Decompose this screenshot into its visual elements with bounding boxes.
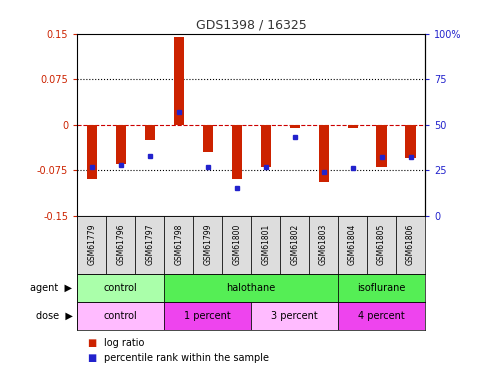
Bar [367,216,396,274]
Bar [290,124,300,128]
Text: GSM61796: GSM61796 [116,224,125,266]
Text: log ratio: log ratio [104,338,144,348]
Bar [222,216,251,274]
Bar [77,216,106,274]
Text: ■: ■ [87,338,96,348]
Text: ■: ■ [87,353,96,363]
Text: GSM61802: GSM61802 [290,224,299,266]
Bar [338,302,425,330]
Text: agent  ▶: agent ▶ [30,283,72,293]
Bar [164,302,251,330]
Bar [396,216,425,274]
Text: 1 percent: 1 percent [185,311,231,321]
Bar [406,124,416,158]
Text: isoflurane: isoflurane [357,283,406,293]
Bar [145,124,155,140]
Bar [193,216,222,274]
Text: 3 percent: 3 percent [271,311,318,321]
Bar [280,216,309,274]
Bar [251,302,338,330]
Bar [77,302,164,330]
Text: GSM61799: GSM61799 [203,224,212,266]
Text: GSM61803: GSM61803 [319,224,328,266]
Bar [348,124,357,128]
Text: GSM61800: GSM61800 [232,224,241,266]
Bar [261,124,271,167]
Text: GSM61797: GSM61797 [145,224,154,266]
Text: halothane: halothane [227,283,276,293]
Bar [106,216,135,274]
Bar [87,124,97,179]
Text: GSM61779: GSM61779 [87,224,96,266]
Bar [135,216,164,274]
Bar [164,216,193,274]
Bar [77,274,164,302]
Text: GSM61798: GSM61798 [174,224,183,266]
Text: percentile rank within the sample: percentile rank within the sample [104,353,269,363]
Bar [164,274,338,302]
Text: control: control [104,283,138,293]
Bar [203,124,213,152]
Text: GSM61806: GSM61806 [406,224,415,266]
Bar [174,37,184,124]
Text: 4 percent: 4 percent [358,311,405,321]
Bar [319,124,329,182]
Text: GSM61801: GSM61801 [261,224,270,266]
Bar [251,216,280,274]
Bar [338,216,367,274]
Text: GSM61805: GSM61805 [377,224,386,266]
Bar [377,124,387,167]
Text: GSM61804: GSM61804 [348,224,357,266]
Text: dose  ▶: dose ▶ [36,311,72,321]
Bar [338,274,425,302]
Title: GDS1398 / 16325: GDS1398 / 16325 [196,18,307,31]
Bar [309,216,338,274]
Bar [116,124,126,164]
Bar [232,124,242,179]
Text: control: control [104,311,138,321]
